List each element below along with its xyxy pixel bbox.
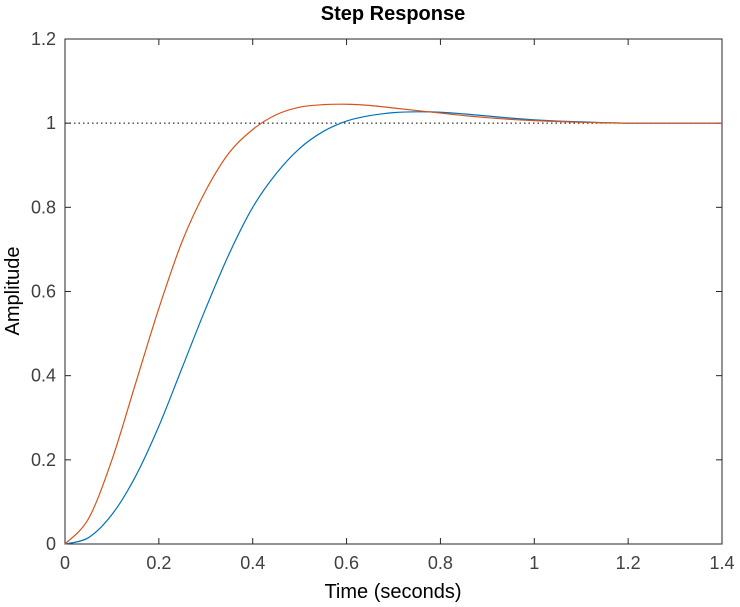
y-axis-title: Amplitude — [2, 247, 24, 336]
x-tick-label: 0.8 — [428, 553, 453, 573]
x-tick-labels: 0 0.2 0.4 0.6 0.8 1 1.2 1.4 — [60, 553, 735, 573]
y-tick-label: 0 — [46, 534, 56, 554]
x-tick-label: 1 — [529, 553, 539, 573]
x-tick-label: 0.2 — [146, 553, 171, 573]
x-tick-label: 0.4 — [240, 553, 265, 573]
plot-area — [64, 38, 723, 545]
chart-title: Step Response — [321, 3, 465, 25]
x-tick-label: 1.4 — [709, 553, 734, 573]
y-tick-label: 1 — [46, 113, 56, 133]
y-tick-labels: 0 0.2 0.4 0.6 0.8 1 1.2 — [31, 29, 56, 554]
x-axis-title: Time (seconds) — [324, 581, 461, 603]
series-layer — [64, 103, 722, 545]
x-tick-label: 0 — [60, 553, 70, 573]
y-tick-label: 0.4 — [31, 366, 56, 386]
x-tick-label: 0.6 — [334, 553, 359, 573]
y-tick-label: 1.2 — [31, 29, 56, 49]
y-tick-label: 0.6 — [31, 282, 56, 302]
series-line-2 — [64, 103, 722, 545]
axis-ticks — [64, 38, 723, 545]
y-tick-label: 0.8 — [31, 197, 56, 217]
y-tick-label: 0.2 — [31, 450, 56, 470]
x-tick-label: 1.2 — [616, 553, 641, 573]
